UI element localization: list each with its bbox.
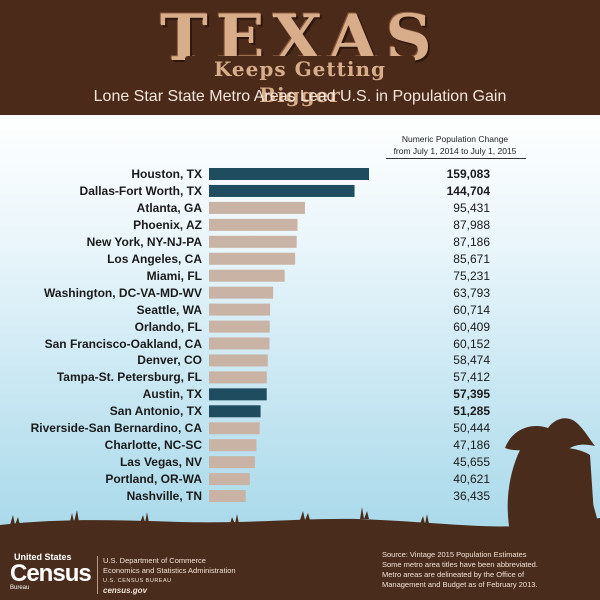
bar-14 <box>209 405 261 418</box>
value-label: 51,285 <box>453 404 490 419</box>
value-label: 45,655 <box>453 455 490 470</box>
value-column-header: Numeric Population Change from July 1, 2… <box>380 133 530 157</box>
category-label: San Antonio, TX <box>109 404 202 419</box>
page-subtitle: Keeps Getting Bigger <box>213 57 386 107</box>
census-url-link[interactable]: census.gov <box>103 586 148 595</box>
source-line1: Source: Vintage 2015 Population Estimate… <box>382 550 527 559</box>
value-label: 87,186 <box>453 234 490 249</box>
source-line4: Management and Budget as of February 201… <box>382 580 538 589</box>
category-label: Denver, CO <box>137 353 202 368</box>
category-label: Seattle, WA <box>136 302 202 317</box>
value-label: 57,395 <box>453 387 490 402</box>
value-label: 58,474 <box>453 353 490 368</box>
bar-13 <box>209 388 267 401</box>
category-label: San Francisco-Oakland, CA <box>44 336 202 351</box>
bar-5 <box>209 252 296 265</box>
bar-9 <box>209 320 270 333</box>
value-label: 75,231 <box>453 268 490 283</box>
bar-18 <box>209 473 250 486</box>
category-label: Las Vegas, NV <box>119 455 202 470</box>
bar-19 <box>209 490 246 503</box>
value-column-header-line2: from July 1, 2014 to July 1, 2015 <box>393 146 517 156</box>
value-label: 47,186 <box>453 438 490 453</box>
bar-15 <box>209 422 260 435</box>
category-label: Charlotte, NC-SC <box>104 438 202 453</box>
bar-4 <box>209 235 297 248</box>
bar-17 <box>209 456 255 469</box>
bar-6 <box>209 269 285 282</box>
value-label: 40,621 <box>453 472 490 487</box>
value-label: 159,083 <box>446 167 490 181</box>
category-label: Houston, TX <box>131 167 202 181</box>
category-label: Portland, OR-WA <box>105 472 202 487</box>
value-label: 57,412 <box>453 370 490 385</box>
bar-8 <box>209 303 271 316</box>
bar-1 <box>209 184 355 197</box>
census-logo-bureau: Bureau <box>10 585 30 591</box>
bar-3 <box>209 218 298 231</box>
value-label: 95,431 <box>453 200 490 215</box>
footer-divider <box>97 556 98 594</box>
bar-11 <box>209 354 268 367</box>
source-line2: Some metro area titles have been abbrevi… <box>382 560 538 569</box>
headline: Lone Star State Metro Areas Lead U.S. in… <box>93 88 507 105</box>
source-note: Source: Vintage 2015 Population Estimate… <box>382 550 597 590</box>
value-label: 36,435 <box>453 489 490 504</box>
dept-line1: U.S. Department of Commerce <box>103 556 206 565</box>
department-info: U.S. Department of Commerce Economics an… <box>103 556 236 596</box>
category-label: Atlanta, GA <box>136 200 202 215</box>
value-label: 144,704 <box>446 183 490 198</box>
value-label: 60,152 <box>453 336 490 351</box>
bar-2 <box>209 201 305 214</box>
category-label: Tampa-St. Petersburg, FL <box>56 370 202 385</box>
dept-line3: U.S. CENSUS BUREAU <box>103 578 172 584</box>
category-label: Miami, FL <box>146 268 202 283</box>
value-label: 85,671 <box>453 251 490 266</box>
source-line3: Metro areas are delineated by the Office… <box>382 570 525 579</box>
category-label: New York, NY-NJ-PA <box>86 234 202 249</box>
value-label: 63,793 <box>453 285 490 300</box>
bar-16 <box>209 439 257 452</box>
value-label: 60,714 <box>453 302 490 317</box>
category-label: Austin, TX <box>142 387 202 402</box>
category-label: Phoenix, AZ <box>133 217 202 232</box>
bar-10 <box>209 337 270 350</box>
bar-0 <box>209 168 369 180</box>
category-label: Los Angeles, CA <box>107 251 202 266</box>
bar-7 <box>209 286 274 299</box>
value-label: 60,409 <box>453 319 490 334</box>
bar-12 <box>209 371 267 384</box>
category-label: Riverside-San Bernardino, CA <box>30 421 202 436</box>
category-label: Dallas-Fort Worth, TX <box>79 183 202 198</box>
value-label: 50,444 <box>453 421 490 436</box>
category-label: Washington, DC-VA-MD-WV <box>44 285 202 300</box>
category-label: Nashville, TN <box>126 489 202 504</box>
subtitle-ribbon <box>185 56 415 82</box>
column-header-rule <box>386 158 526 159</box>
dept-line2: Economics and Statistics Administration <box>103 566 236 575</box>
value-label: 87,988 <box>453 217 490 232</box>
census-logo-top: United States <box>14 552 72 562</box>
value-column-header-line1: Numeric Population Change <box>401 134 509 144</box>
census-logo: Census <box>10 560 92 587</box>
category-label: Orlando, FL <box>134 319 202 334</box>
